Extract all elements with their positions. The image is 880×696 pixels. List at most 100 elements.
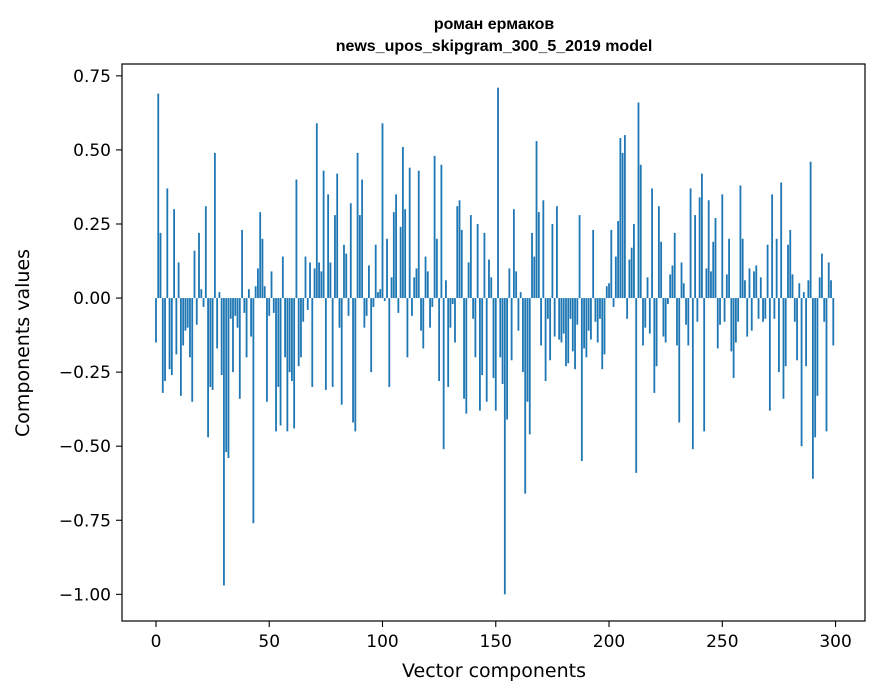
bar-286 — [802, 292, 805, 299]
bar-33 — [229, 298, 232, 319]
bar-275 — [778, 298, 780, 373]
bar-144 — [481, 298, 484, 376]
bar-67 — [306, 298, 309, 310]
bar-59 — [288, 298, 291, 373]
bar-79 — [334, 215, 336, 299]
bar-217 — [646, 277, 649, 299]
bar-97 — [374, 244, 377, 299]
plot-frame — [121, 63, 866, 622]
bar-171 — [542, 200, 545, 299]
bar-190 — [585, 298, 588, 358]
bar-157 — [510, 298, 513, 361]
bar-179 — [560, 298, 563, 343]
bar-281 — [791, 274, 794, 299]
bar-201 — [610, 229, 613, 299]
bar-241 — [701, 173, 703, 299]
bar-210 — [630, 247, 633, 299]
bar-229 — [673, 232, 676, 299]
bar-128 — [445, 280, 447, 299]
bar-104 — [390, 277, 393, 299]
bar-256 — [734, 298, 737, 343]
bar-105 — [392, 212, 395, 299]
bar-115 — [415, 268, 418, 299]
bar-183 — [569, 298, 572, 319]
bar-11 — [179, 298, 182, 396]
x-tick-label-0: 0 — [151, 632, 162, 652]
bar-224 — [662, 298, 665, 337]
x-tick-label-50: 50 — [258, 632, 280, 652]
bar-139 — [469, 215, 472, 299]
bar-146 — [485, 298, 488, 402]
bar-239 — [696, 298, 699, 322]
bar-28 — [218, 292, 221, 299]
bar-170 — [540, 298, 542, 346]
bar-202 — [612, 298, 615, 307]
bar-42 — [250, 298, 253, 337]
bar-134 — [458, 200, 461, 299]
bar-138 — [467, 262, 470, 299]
bar-195 — [596, 298, 599, 343]
bar-145 — [483, 232, 486, 299]
bar-155 — [506, 298, 508, 420]
bar-25 — [211, 298, 214, 390]
bar-89 — [356, 152, 359, 299]
bar-287 — [805, 298, 808, 367]
bar-178 — [558, 298, 561, 340]
bar-65 — [302, 298, 305, 322]
bar-186 — [576, 298, 579, 325]
bar-106 — [395, 194, 397, 299]
bar-177 — [556, 206, 558, 299]
bar-211 — [633, 223, 635, 299]
bar-107 — [397, 298, 400, 313]
bar-34 — [232, 298, 234, 373]
bar-198 — [603, 298, 606, 355]
bar-274 — [775, 238, 778, 299]
bar-269 — [764, 298, 767, 319]
x-tick-label-250: 250 — [706, 632, 738, 652]
bar-262 — [748, 268, 751, 299]
bar-168 — [535, 141, 538, 299]
bar-280 — [789, 229, 792, 299]
bar-289 — [809, 161, 812, 299]
bar-71 — [315, 123, 318, 299]
bar-285 — [800, 298, 803, 447]
bar-153 — [501, 298, 504, 384]
bar-162 — [522, 298, 524, 373]
bar-298 — [830, 280, 832, 299]
bar-184 — [571, 298, 574, 352]
bar-216 — [644, 298, 647, 328]
bar-31 — [225, 298, 228, 453]
bar-13 — [184, 298, 187, 331]
bar-52 — [272, 298, 275, 313]
bar-75 — [324, 298, 327, 390]
bar-212 — [635, 298, 638, 473]
bar-208 — [626, 298, 629, 319]
bar-188 — [580, 298, 583, 462]
bar-175 — [551, 223, 554, 299]
bar-26 — [213, 152, 216, 299]
bar-154 — [503, 298, 506, 595]
bar-0 — [155, 298, 157, 343]
bar-149 — [492, 298, 495, 379]
bars-group — [155, 87, 835, 595]
bar-66 — [304, 256, 307, 299]
bar-292 — [816, 298, 819, 396]
bar-203 — [614, 256, 617, 299]
bar-14 — [186, 298, 189, 328]
bar-85 — [347, 298, 350, 316]
bar-191 — [587, 298, 590, 331]
bar-110 — [404, 209, 407, 299]
bar-206 — [621, 152, 624, 299]
y-tick-label-2: 0.25 — [73, 215, 111, 235]
bar-1 — [157, 93, 160, 299]
bar-18 — [195, 298, 198, 325]
bar-43 — [252, 298, 255, 524]
y-tick-label-3: 0.00 — [73, 289, 111, 309]
bar-290 — [811, 298, 814, 479]
bar-116 — [417, 170, 420, 299]
bar-248 — [716, 298, 719, 349]
bar-189 — [583, 298, 586, 349]
bar-272 — [771, 194, 774, 299]
bar-127 — [442, 298, 445, 450]
bar-2 — [159, 232, 162, 299]
